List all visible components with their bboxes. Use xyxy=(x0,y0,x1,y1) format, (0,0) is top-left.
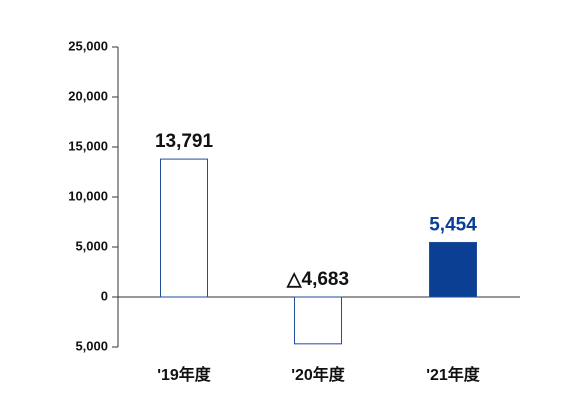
x-tick-label: '21年度 xyxy=(426,365,481,384)
bar xyxy=(160,158,208,298)
y-tick-label: 5,000 xyxy=(75,338,108,353)
value-label: 13,791 xyxy=(155,131,214,152)
y-tick-label: 20,000 xyxy=(68,88,108,103)
y-tick-label: 0 xyxy=(101,288,108,303)
bar xyxy=(429,241,477,298)
y-tick-label: 15,000 xyxy=(68,138,108,153)
bar xyxy=(294,296,342,345)
y-tick-label: 25,000 xyxy=(68,38,108,53)
value-label: 5,454 xyxy=(429,214,477,235)
y-tick-label: 10,000 xyxy=(68,188,108,203)
x-tick-label: '19年度 xyxy=(157,365,212,384)
value-label: △4,683 xyxy=(286,269,349,290)
y-tick-label: 5,000 xyxy=(75,238,108,253)
x-tick-label: '20年度 xyxy=(291,365,346,384)
